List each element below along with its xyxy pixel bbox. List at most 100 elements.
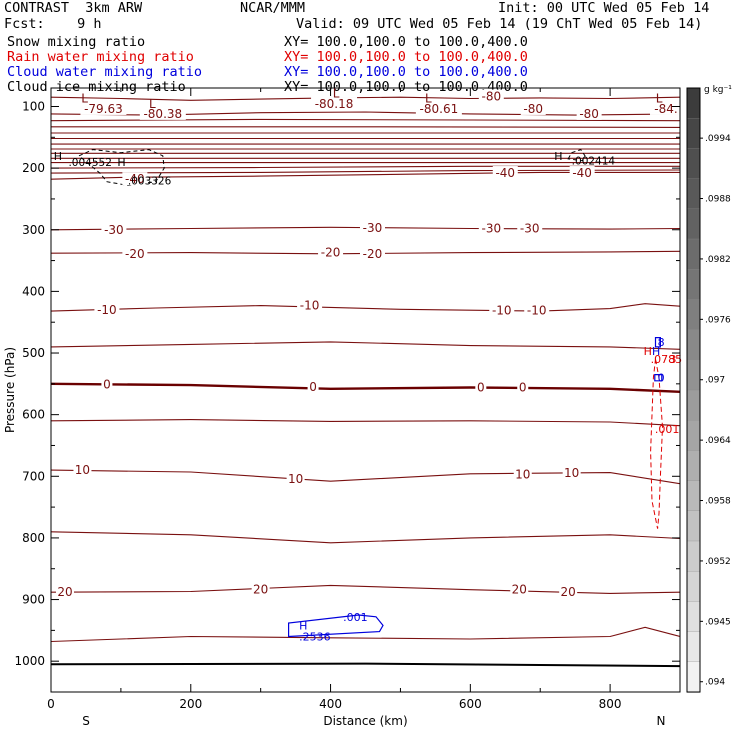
field-cloudwater-xy: XY= 100.0,100.0 to 100.0,400.0 [284,64,528,80]
colorbar-units: g kg⁻¹ [704,85,732,95]
rain-label: H [644,345,652,358]
y-tick-label: 300 [22,223,45,237]
temperature-line [51,171,680,180]
label-mask [251,582,270,596]
field-snow-name: Snow mixing ratio [7,34,146,50]
snow-label: H [54,150,62,163]
label-mask [513,467,532,481]
snow-contour [78,149,165,186]
temperature-label: 20 [512,583,527,597]
colorbar-label: .0988 [705,195,731,205]
colorbar-label: .094 [705,678,725,688]
low-marker: L [333,87,340,101]
temperature-line [51,226,680,231]
temperature-label: -79.63 [84,102,123,116]
temperature-label: -30 [520,222,540,236]
colorbar-cell [686,540,701,572]
label-mask [559,585,578,599]
label-mask [517,380,529,394]
label-mask [101,222,127,236]
temperature-line [51,126,680,128]
temperature-label: -80 [523,102,543,116]
rain-contour [650,359,664,529]
y-tick-label: 600 [22,408,45,422]
label-mask [101,377,113,391]
label-mask [562,466,581,480]
label-mask [286,471,305,485]
label-mask [510,582,529,596]
snow-label: H [554,150,562,163]
low-marker: L [149,97,156,111]
snow-label: .002414 [572,156,616,168]
temperature-label: -30 [104,223,124,237]
temperature-label: 0 [519,381,527,395]
snow-label: H [117,156,125,169]
colorbar-label: .0982 [705,255,731,265]
colorbar-cell [686,661,701,693]
cloud-water-label: 0 [658,372,665,385]
temperature-label: -40 [572,166,592,180]
temperature-label: -40 [125,172,145,186]
temperature-label: 0 [103,377,111,391]
contour-labels: -79.63 -80.38 -80.18 -80.61 -80 -80 -80 -84. -40… [54,87,682,644]
colorbar-label: .0945 [705,617,731,627]
colorbar-cell [686,389,701,421]
field-rain-name: Rain water mixing ratio [7,49,194,65]
temperature-line [51,469,680,485]
label-mask [55,585,74,599]
valid-time: Valid: 09 UTC Wed 05 Feb 14 (19 ChT Wed … [296,16,703,32]
label-mask [489,303,515,317]
south-label: S [82,714,90,728]
colorbar-cell [686,601,701,633]
label-mask [650,101,683,115]
label-mask [311,97,358,111]
label-mask [122,246,148,260]
label-mask [475,380,487,394]
temperature-line [51,118,680,122]
rain-label: 3 [670,353,677,366]
cloud-water-contour [654,337,661,348]
label-mask [297,298,323,312]
label-mask [492,166,518,180]
temperature-label: -30 [481,222,501,236]
rain-label: .0785 [651,353,683,366]
label-mask [478,89,504,103]
x-tick-label: 400 [319,697,342,711]
temperature-label: -20 [125,247,145,261]
temperature-label: 10 [515,467,530,481]
rain-label: .001 [655,423,680,436]
temperature-label: -30 [363,221,383,235]
colorbar-cell [686,118,701,150]
label-mask [415,101,462,115]
snow-label: .003326 [128,175,172,187]
cloud-water-label: .001 [343,611,368,624]
label-mask [359,246,385,260]
temperature-line [51,341,680,350]
init-time: Init: 00 UTC Wed 05 Feb 14 [498,0,710,16]
temperature-label: -20 [321,246,341,260]
temperature-label: -80 [579,107,599,121]
temperature-label: -10 [300,299,320,313]
colorbar-cell [686,178,701,210]
y-tick-label: 900 [22,593,45,607]
temperature-label: 10 [564,466,579,480]
y-tick-label: 200 [22,161,45,175]
colorbar-cell [686,329,701,361]
north-label: N [657,714,666,728]
temperature-line [51,382,680,393]
temperature-label: 20 [253,583,268,597]
cloud-water-contour [288,614,384,638]
cloud-water-contour [654,374,663,382]
colorbar: g kg⁻¹ .0994 .0988 .0982 .0976 .097 .0964 .0958… [686,85,732,693]
y-tick-label: 800 [22,531,45,545]
temperature-line [51,626,680,643]
colorbar-cell [686,480,701,512]
label-mask [520,101,546,115]
temperature-label: -40 [495,166,515,180]
cloud-water-label: H [652,345,660,358]
temperature-line [51,419,680,427]
y-tick-label: 500 [22,346,45,360]
field-snow-xy: XY= 100.0,100.0 to 100.0,400.0 [284,34,528,50]
title-left-line1: CONTRAST 3km ARW [4,0,143,16]
